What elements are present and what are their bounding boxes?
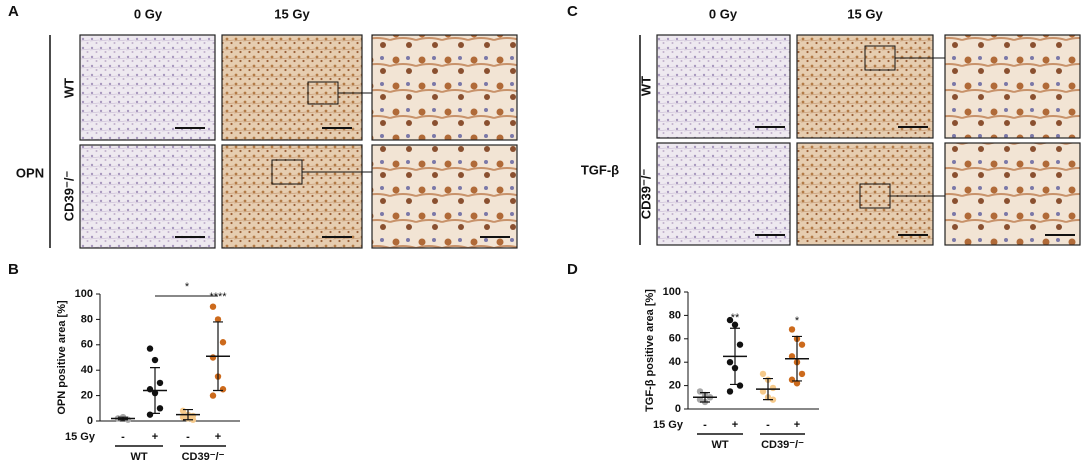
micrograph: [221, 34, 363, 141]
annotation: *: [185, 281, 190, 293]
data-point: [759, 370, 767, 378]
data-point: [209, 354, 217, 361]
data-point: [156, 405, 164, 412]
group-label: CD39⁻/⁻: [182, 451, 225, 463]
y-axis-label: OPN positive area [%]: [56, 300, 68, 415]
error-bar: [213, 321, 223, 392]
panel-label: C: [567, 3, 578, 20]
data-point: [151, 356, 159, 364]
error-bar: [183, 408, 193, 421]
y-tick-label: 80: [81, 313, 93, 325]
data-point: [769, 384, 777, 392]
error-bar: [700, 392, 710, 403]
panel-a: A 0 Gy 15 Gy WT CD39⁻/⁻ OPN: [8, 3, 518, 249]
y-tick-label: 40: [669, 356, 681, 368]
x-tick-label: -: [186, 431, 190, 443]
y-tick-label: 60: [81, 339, 93, 351]
x-tick-label: +: [732, 419, 738, 431]
micrograph: [79, 34, 216, 141]
error-bar: [792, 335, 802, 382]
data-point: [793, 380, 801, 387]
micrograph-zoom: [371, 144, 518, 249]
group-label: WT: [711, 439, 728, 451]
x-tick-label: -: [121, 431, 125, 443]
data-point: [146, 345, 154, 352]
data-point: [726, 359, 734, 366]
micrograph: [221, 144, 363, 249]
annotation: *: [795, 315, 800, 327]
x-tick-label: +: [215, 431, 221, 443]
group-label: WT: [130, 451, 147, 463]
column-header: 15 Gy: [274, 6, 310, 21]
row-label: 15 Gy: [653, 419, 684, 431]
micrograph-zoom: [371, 34, 518, 141]
micrograph-zoom: [944, 34, 1081, 139]
row-label: 15 Gy: [65, 431, 96, 443]
column-header: 0 Gy: [709, 6, 738, 21]
error-bar: [150, 367, 160, 414]
data-point: [798, 370, 806, 378]
group-label: CD39⁻/⁻: [761, 439, 804, 451]
y-tick-label: 100: [75, 288, 93, 300]
micrograph: [656, 34, 791, 139]
data-point: [788, 326, 796, 333]
y-axis-label: TGF-β positive area [%]: [644, 289, 656, 412]
error-bar: [118, 416, 128, 421]
data-point: [726, 316, 734, 324]
data-point: [219, 339, 227, 346]
data-point: [736, 382, 744, 389]
row-label: WT: [61, 78, 76, 98]
y-tick-label: 80: [669, 309, 681, 321]
panel-label: B: [8, 261, 19, 278]
data-point: [798, 341, 806, 348]
micrograph: [79, 144, 216, 249]
error-bar: [763, 377, 773, 401]
y-tick-label: 20: [669, 380, 681, 392]
y-tick-label: 0: [675, 403, 681, 415]
data-point: [736, 341, 744, 348]
data-point: [179, 413, 187, 421]
error-bar: [730, 327, 740, 386]
micrograph: [796, 142, 934, 246]
y-tick-label: 0: [87, 415, 93, 427]
micrograph: [656, 142, 791, 246]
micrograph-zoom: [944, 142, 1081, 246]
row-label: CD39⁻/⁻: [61, 171, 76, 222]
data-point: [146, 411, 154, 418]
data-point: [214, 316, 222, 323]
panel-label: A: [8, 3, 19, 20]
x-tick-label: -: [703, 419, 707, 431]
y-tick-label: 60: [669, 333, 681, 345]
y-tick-label: 20: [81, 390, 93, 402]
data-point: [209, 392, 217, 399]
y-tick-label: 40: [81, 364, 93, 376]
stain-label: OPN: [16, 165, 44, 180]
annotation: ****: [209, 291, 227, 303]
row-label: CD39⁻/⁻: [638, 169, 653, 220]
data-point: [156, 379, 164, 387]
column-header: 0 Gy: [134, 6, 163, 21]
panel-c: C 0 Gy 15 Gy WT CD39⁻/⁻ TGF-β: [567, 3, 1081, 246]
y-tick-label: 100: [663, 286, 681, 298]
stain-label: TGF-β: [581, 162, 619, 177]
data-point: [219, 386, 227, 393]
panel-label: D: [567, 261, 578, 278]
annotation: **: [731, 312, 740, 324]
column-header: 15 Gy: [847, 6, 883, 21]
x-tick-label: -: [766, 419, 770, 431]
x-tick-label: +: [794, 419, 800, 431]
row-label: WT: [638, 76, 653, 96]
data-point: [731, 321, 739, 328]
x-tick-label: +: [152, 431, 158, 443]
data-point: [726, 388, 734, 395]
data-point: [209, 303, 217, 310]
